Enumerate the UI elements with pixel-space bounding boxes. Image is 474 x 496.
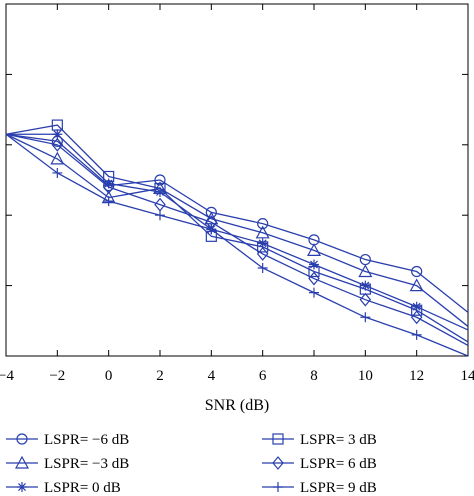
series-triangle: [5, 133, 469, 327]
data-point: [306, 243, 322, 256]
legend-marker: [273, 482, 283, 492]
series-square: [5, 119, 469, 343]
series-line: [5, 133, 469, 327]
data-point: [257, 238, 268, 249]
legend-entry: LSPR= 6 dB: [262, 456, 377, 472]
data-point: [411, 301, 422, 312]
data-point: [51, 119, 63, 131]
legend-marker: [16, 433, 28, 445]
legend-marker: [272, 433, 284, 445]
data-point: [52, 129, 63, 140]
x-tick-label: 4: [208, 368, 216, 384]
data-point: [309, 259, 319, 270]
series-circle: [5, 133, 469, 313]
series-plus: [5, 133, 469, 357]
data-point: [308, 265, 320, 278]
legend-entry: LSPR= 0 dB: [6, 480, 121, 496]
data-point: [256, 246, 269, 261]
series-diamond: [5, 133, 469, 347]
legend-label: LSPR= 3 dB: [300, 432, 377, 448]
data-point: [155, 210, 165, 221]
x-tick-label: −4: [0, 368, 14, 384]
data-point: [257, 263, 268, 273]
data-point: [255, 225, 270, 239]
legend-marker: [272, 456, 284, 470]
legend-entry: LSPR= 3 dB: [262, 432, 377, 448]
series-line: [5, 133, 469, 357]
x-tick-label: 10: [358, 368, 373, 384]
legend-entry: LSPR= −6 dB: [6, 432, 129, 448]
x-tick-label: 6: [259, 368, 267, 384]
series-line: [5, 133, 469, 313]
x-tick-label: 0: [105, 368, 113, 384]
x-axis-ticks: −4 −2 0 2 4 6 8 10 12 14: [0, 4, 474, 384]
x-tick-label: −2: [49, 368, 65, 384]
data-point: [358, 264, 373, 278]
series-line: [6, 133, 469, 331]
data-point: [411, 265, 423, 278]
data-point: [360, 312, 371, 323]
legend-label: LSPR= −6 dB: [44, 432, 129, 448]
data-point: [206, 224, 217, 235]
legend-marker: [14, 455, 30, 469]
series-line: [5, 124, 469, 343]
data-point: [102, 180, 115, 194]
plot-area: [5, 3, 469, 357]
legend-label: LSPR= −3 dB: [44, 456, 129, 472]
data-point: [411, 304, 423, 316]
legend-entry: LSPR= −3 dB: [6, 455, 129, 472]
series-line: [5, 133, 469, 347]
legend: LSPR= −6 dB LSPR= −3 dB LSPR= 0 dB LSPR= 3 …: [6, 432, 377, 496]
legend-label: LSPR= 9 dB: [300, 480, 377, 496]
data-point: [103, 178, 114, 189]
data-point: [205, 206, 217, 218]
data-point: [360, 280, 371, 291]
x-tick-label: 8: [310, 368, 318, 384]
data-point: [257, 241, 269, 253]
data-point: [204, 211, 219, 225]
data-point: [154, 174, 166, 186]
data-point: [359, 292, 372, 307]
data-point: [50, 151, 65, 165]
legend-marker: [17, 482, 27, 492]
data-point: [308, 271, 320, 286]
x-tick-label: 12: [409, 368, 424, 384]
data-point: [51, 137, 64, 152]
x-axis-title: SNR (dB): [205, 397, 269, 414]
plot-frame: [5, 3, 469, 357]
legend-entry: LSPR= 9 dB: [262, 480, 377, 496]
data-point: [309, 287, 319, 298]
data-point: [52, 167, 63, 178]
data-point: [103, 196, 114, 207]
data-point: [257, 218, 269, 230]
legend-label: LSPR= 6 dB: [300, 456, 377, 472]
x-tick-label: 14: [461, 368, 474, 384]
x-tick-label: 2: [156, 368, 164, 384]
data-point: [411, 329, 422, 340]
data-point: [410, 310, 423, 325]
legend-label: LSPR= 0 dB: [44, 480, 121, 496]
data-point: [155, 186, 165, 197]
data-point: [409, 278, 424, 292]
data-point: [154, 182, 166, 195]
